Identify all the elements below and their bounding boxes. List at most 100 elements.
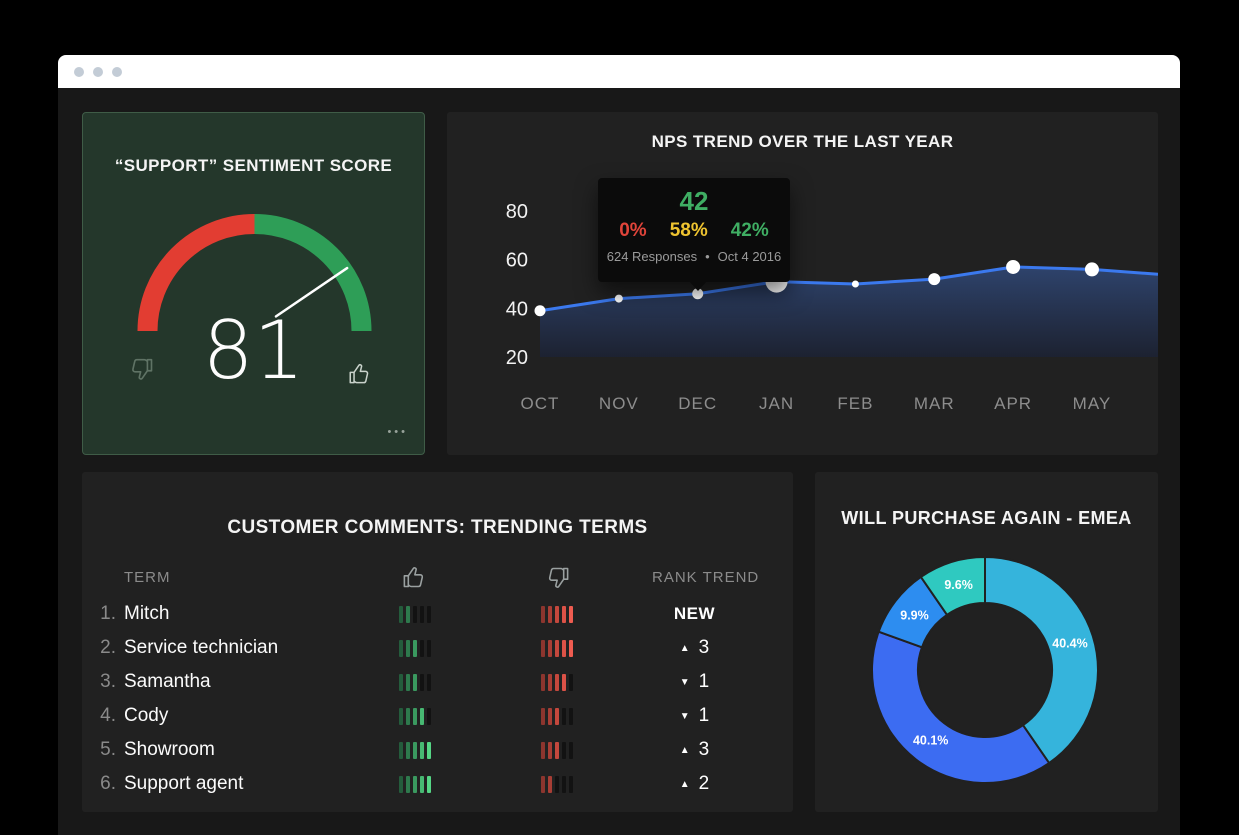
donut-slice[interactable] — [984, 555, 1099, 765]
thumbs-down-cell — [462, 605, 652, 623]
sentiment-bar — [426, 605, 431, 623]
thumbs-down-bars — [541, 605, 573, 623]
sentiment-bar — [569, 741, 573, 759]
thumbs-up-cell — [367, 741, 462, 759]
table-row[interactable]: 2. Service technician ▲ 3 — [82, 631, 793, 665]
tooltip-percent-breakdown: 0% 58% 42% — [619, 220, 769, 242]
sentiment-bar — [548, 639, 552, 657]
thumbs-down-icon — [462, 564, 652, 591]
purchase-again-title: WILL PURCHASE AGAIN - EMEA — [841, 508, 1132, 528]
window-control-dot[interactable] — [112, 66, 122, 77]
sentiment-bar — [555, 639, 559, 657]
chart-tooltip: 42 0% 58% 42% 624 Responses • Oct 4 2016 — [598, 178, 790, 291]
sentiment-bar — [412, 673, 417, 691]
sentiment-bar — [548, 605, 552, 623]
sentiment-bar — [426, 775, 431, 793]
gauge-arc-segment — [137, 214, 255, 332]
thumbs-up-bars — [398, 605, 431, 623]
sentiment-bar — [555, 605, 559, 623]
sentiment-bar — [405, 673, 410, 691]
sentiment-bar — [405, 741, 410, 759]
thumbs-down-bars — [541, 707, 573, 725]
window-control-dot[interactable] — [74, 66, 84, 77]
tooltip-meta: 624 Responses • Oct 4 2016 — [607, 249, 782, 264]
sentiment-bar — [412, 775, 417, 793]
thumbs-up-cell — [367, 639, 462, 657]
triangle-up-icon: ▲ — [679, 642, 690, 654]
data-point[interactable] — [851, 280, 859, 288]
sentiment-bar — [405, 775, 410, 793]
tooltip-percent: 42% — [730, 220, 769, 241]
thumbs-up-cell — [367, 775, 462, 793]
purchase-again-donut[interactable]: 40.4% 40.1% 9.9% 9.6% — [815, 472, 1158, 812]
column-header-term: TERM — [124, 568, 171, 586]
nps-trend-chart[interactable]: 80 60 40 20 OCT NOV DEC JAN FEB MAR APR MAY — [447, 112, 1158, 455]
thumbs-down-cell — [462, 707, 652, 725]
x-axis-label: APR — [994, 394, 1032, 413]
table-row[interactable]: 4. Cody ▼ 1 — [82, 699, 793, 733]
window-control-dot[interactable] — [93, 66, 103, 77]
x-axis-label: JAN — [759, 394, 794, 413]
data-point[interactable] — [1006, 259, 1021, 274]
sentiment-bar — [412, 707, 417, 725]
sentiment-bar — [412, 741, 417, 759]
card-menu-button[interactable]: ••• — [387, 426, 408, 438]
tooltip-separator-dot: • — [705, 249, 710, 264]
thumbs-down-cell — [462, 741, 652, 759]
nps-card-title: NPS TREND OVER THE LAST YEAR — [651, 132, 954, 151]
sentiment-bar — [419, 639, 424, 657]
thumbs-down-bars — [541, 639, 573, 657]
sentiment-bar — [398, 605, 403, 623]
sentiment-bar — [426, 707, 431, 725]
thumbs-down-icon — [132, 358, 153, 380]
sentiment-bar — [569, 639, 573, 657]
thumbs-up-cell — [367, 605, 462, 623]
term-rank-number: 3. — [100, 671, 116, 692]
sentiment-bar — [419, 605, 424, 623]
donut-slice[interactable] — [919, 555, 986, 617]
donut-slice-label: 9.6% — [944, 578, 973, 592]
sentiment-bar — [541, 639, 545, 657]
rank-trend-value: 1 — [698, 671, 710, 692]
donut-slice-label: 40.1% — [913, 733, 948, 747]
sentiment-bar — [562, 741, 566, 759]
tooltip-responses: 624 Responses — [606, 249, 698, 264]
sentiment-bar — [419, 775, 424, 793]
term-rank-number: 6. — [100, 773, 116, 794]
sentiment-bar — [541, 775, 545, 793]
rank-trend-value: 3 — [698, 637, 710, 658]
sentiment-bar — [569, 605, 573, 623]
data-point[interactable] — [1084, 262, 1099, 277]
column-header-rank-trend: RANK TREND — [652, 568, 760, 586]
x-axis-label: MAR — [914, 394, 955, 413]
sentiment-bar — [548, 741, 552, 759]
rank-trend-new-badge: NEW — [673, 604, 716, 623]
term-label: Samantha — [124, 671, 211, 692]
sentiment-bar — [426, 741, 431, 759]
triangle-up-icon: ▲ — [679, 778, 690, 790]
table-row[interactable]: 5. Showroom ▲ 3 — [82, 733, 793, 767]
sentiment-score-card: “SUPPORT” SENTIMENT SCORE 81 ••• — [82, 112, 425, 455]
thumbs-down-cell — [462, 673, 652, 691]
table-row[interactable]: 3. Samantha ▼ 1 — [82, 665, 793, 699]
tooltip-percent: 58% — [669, 220, 708, 241]
sentiment-bar — [412, 605, 417, 623]
sentiment-bar — [405, 605, 410, 623]
term-label: Support agent — [124, 773, 244, 794]
data-point[interactable] — [534, 305, 546, 317]
data-point[interactable] — [614, 294, 623, 303]
donut-slice-label: 9.9% — [900, 609, 929, 623]
table-row[interactable]: 6. Support agent ▲ 2 — [82, 767, 793, 801]
sentiment-bar — [548, 707, 552, 725]
table-row[interactable]: 1. Mitch NEW — [82, 597, 793, 631]
rank-trend-cell: ▲ 2 — [652, 773, 737, 795]
sentiment-bar — [398, 673, 403, 691]
sentiment-bar — [548, 775, 552, 793]
rank-trend-value: 1 — [698, 705, 710, 726]
browser-window: “SUPPORT” SENTIMENT SCORE 81 ••• NPS TRE… — [58, 55, 1180, 835]
thumbs-up-bars — [398, 741, 431, 759]
tooltip-date: Oct 4 2016 — [717, 249, 782, 264]
sentiment-bar — [555, 741, 559, 759]
data-point[interactable] — [928, 273, 941, 286]
donut-slice[interactable] — [871, 630, 1051, 784]
